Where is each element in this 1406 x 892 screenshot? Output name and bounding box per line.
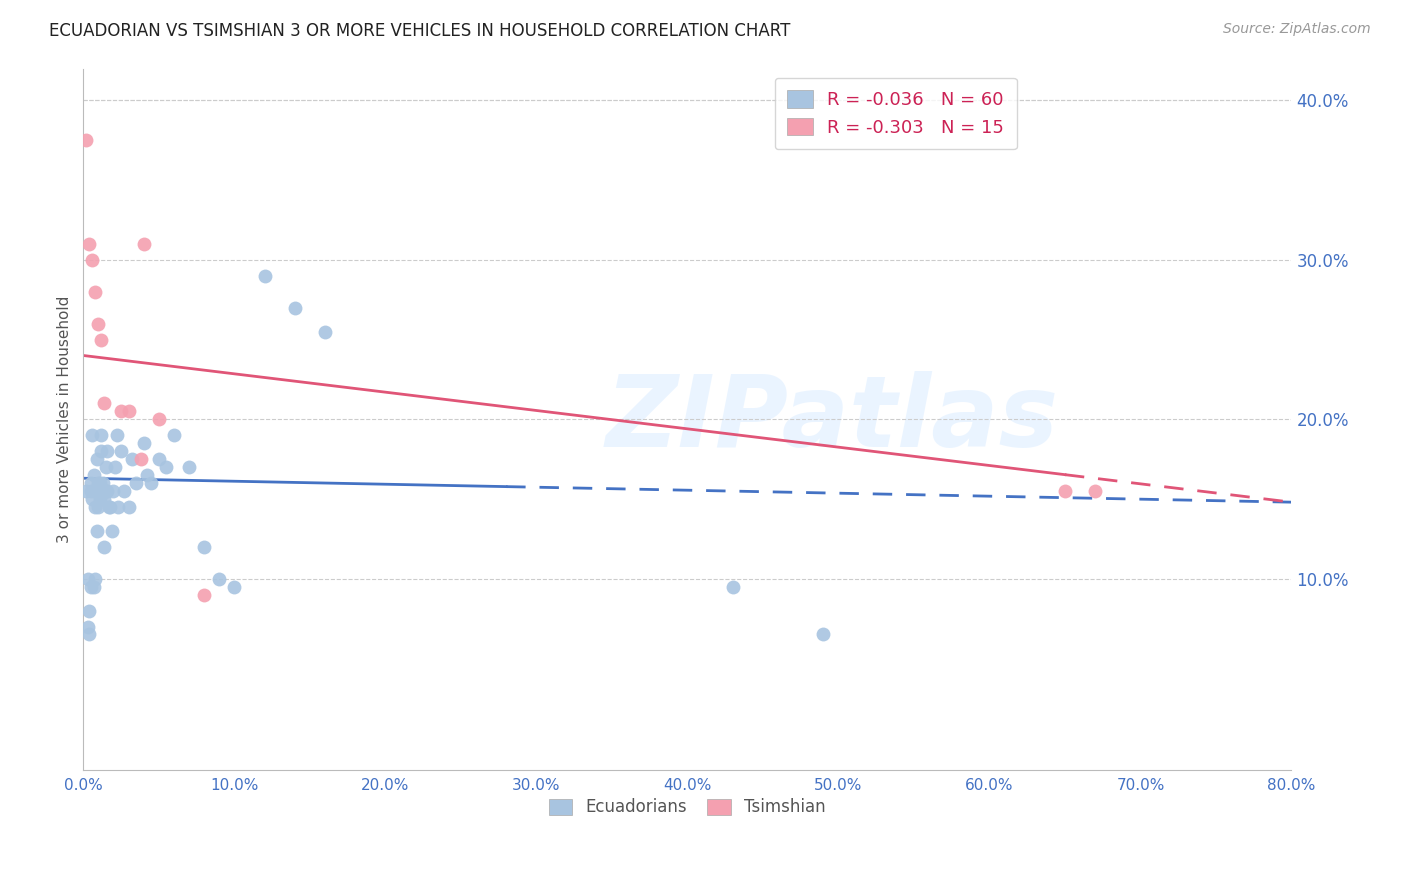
Point: [132, 436, 155, 450]
Point: [89, 476, 111, 491]
Point: [125, 476, 148, 491]
Point: [82, 491, 104, 506]
Point: [100, 500, 122, 514]
Point: [93, 396, 115, 410]
Point: [177, 460, 200, 475]
Point: [96, 444, 118, 458]
Point: [86, 524, 108, 538]
Point: [110, 404, 132, 418]
Point: [75, 483, 97, 498]
Point: [224, 580, 246, 594]
Point: [96, 483, 118, 498]
Point: [91, 483, 114, 498]
Point: [94, 460, 117, 475]
Point: [110, 444, 132, 458]
Point: [129, 452, 152, 467]
Point: [87, 483, 110, 498]
Point: [87, 317, 110, 331]
Text: Source: ZipAtlas.com: Source: ZipAtlas.com: [1223, 22, 1371, 37]
Point: [94, 483, 117, 498]
Point: [79, 627, 101, 641]
Point: [90, 428, 112, 442]
Point: [107, 500, 129, 514]
Point: [121, 452, 143, 467]
Point: [76, 572, 98, 586]
Point: [101, 524, 124, 538]
Point: [193, 540, 215, 554]
Point: [80, 580, 103, 594]
Y-axis label: 3 or more Vehicles in Household: 3 or more Vehicles in Household: [58, 295, 72, 543]
Point: [84, 572, 107, 586]
Point: [79, 603, 101, 617]
Point: [84, 285, 107, 299]
Point: [117, 500, 139, 514]
Point: [253, 268, 276, 283]
Point: [105, 428, 128, 442]
Point: [87, 483, 110, 498]
Point: [79, 236, 101, 251]
Point: [112, 483, 135, 498]
Point: [90, 444, 112, 458]
Point: [86, 452, 108, 467]
Point: [141, 476, 163, 491]
Point: [75, 133, 97, 147]
Point: [93, 491, 115, 506]
Point: [163, 428, 186, 442]
Point: [155, 460, 177, 475]
Point: [208, 572, 231, 586]
Point: [135, 468, 157, 483]
Point: [813, 627, 835, 641]
Point: [148, 412, 170, 426]
Point: [193, 588, 215, 602]
Legend: Ecuadorians, Tsimshian: Ecuadorians, Tsimshian: [541, 790, 834, 825]
Point: [83, 580, 105, 594]
Point: [82, 428, 104, 442]
Point: [76, 619, 98, 633]
Point: [104, 460, 127, 475]
Point: [97, 500, 120, 514]
Point: [1084, 483, 1107, 498]
Point: [132, 236, 155, 251]
Point: [284, 301, 307, 315]
Point: [87, 500, 110, 514]
Point: [83, 468, 105, 483]
Point: [89, 491, 111, 506]
Point: [80, 476, 103, 491]
Point: [87, 476, 110, 491]
Point: [93, 540, 115, 554]
Point: [103, 483, 125, 498]
Point: [1053, 483, 1076, 498]
Text: ECUADORIAN VS TSIMSHIAN 3 OR MORE VEHICLES IN HOUSEHOLD CORRELATION CHART: ECUADORIAN VS TSIMSHIAN 3 OR MORE VEHICL…: [49, 22, 790, 40]
Text: ZIPatlas: ZIPatlas: [606, 371, 1059, 467]
Point: [117, 404, 139, 418]
Point: [721, 580, 744, 594]
Point: [84, 483, 107, 498]
Point: [80, 483, 103, 498]
Point: [314, 325, 336, 339]
Point: [90, 333, 112, 347]
Point: [82, 252, 104, 267]
Point: [84, 500, 107, 514]
Point: [91, 476, 114, 491]
Point: [148, 452, 170, 467]
